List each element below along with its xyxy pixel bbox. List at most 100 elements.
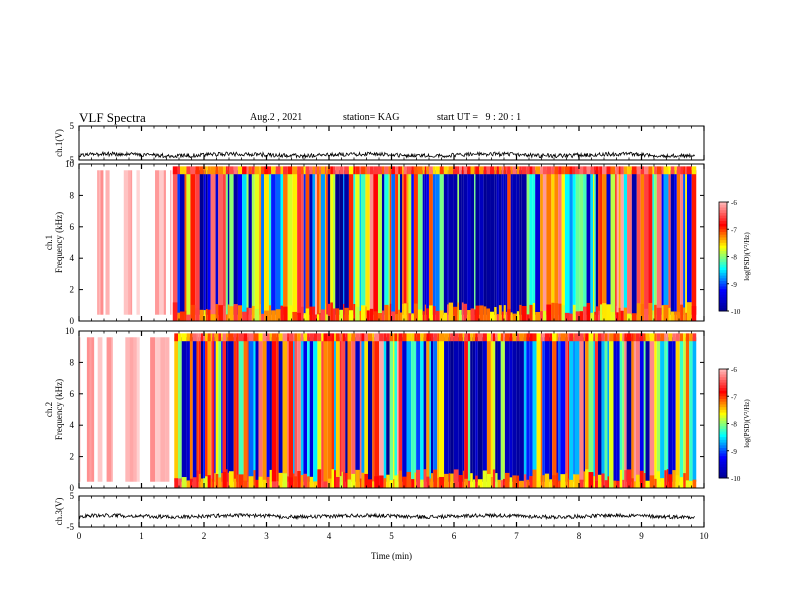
spectrogram-column: [105, 170, 110, 315]
spectrogram-low-band: [597, 474, 602, 488]
spectrogram-column: [253, 337, 256, 482]
y-tick-label: 0: [70, 483, 75, 493]
spectrogram-low-band: [464, 478, 468, 488]
x-tick-label: 3: [264, 531, 269, 541]
spectrogram-column: [462, 337, 465, 482]
spectrogram-low-band: [593, 476, 595, 488]
spectrogram-high-band: [402, 166, 404, 175]
spectrogram-low-band: [253, 470, 256, 488]
spectrogram-high-band: [573, 333, 575, 342]
spectrogram-high-band: [448, 333, 451, 342]
spectrogram-column: [664, 337, 667, 482]
spectrogram-column: [373, 170, 378, 315]
colorbar-cell: [719, 237, 727, 241]
spectrogram-high-band: [205, 166, 208, 175]
spectrogram-column: [561, 170, 565, 315]
spectrogram-column: [640, 170, 645, 315]
spectrogram-low-band: [259, 304, 262, 321]
spectrogram-low-band: [601, 473, 605, 488]
spectrogram-low-band: [361, 472, 365, 488]
spectrogram-column: [177, 337, 182, 482]
colorbar-cell: [719, 242, 727, 247]
spectrogram-high-band: [583, 166, 587, 175]
spectrogram-high-band: [383, 333, 387, 342]
spectrogram-column: [190, 170, 196, 315]
spectrogram-high-band: [323, 333, 328, 342]
spectrogram-column: [544, 337, 550, 482]
spectrogram-low-band: [554, 303, 559, 321]
spectrogram-column: [679, 337, 684, 482]
spectrogram-low-band: [393, 479, 395, 488]
spectrogram-high-band: [463, 166, 468, 175]
spectrogram-high-band: [546, 166, 552, 175]
spectrogram-column: [341, 337, 344, 482]
spectrogram-low-band: [639, 470, 644, 488]
spectrogram-column: [472, 337, 476, 482]
spectrogram-high-band: [536, 333, 541, 342]
spectrogram-column: [444, 337, 449, 482]
colorbar-cell: [719, 401, 727, 405]
spectrogram-high-band: [631, 333, 634, 342]
colorbar-cell: [719, 240, 727, 244]
colorbar-cell: [719, 212, 727, 217]
spectrogram-low-band: [422, 311, 425, 321]
spectrogram-high-band: [254, 166, 260, 175]
spectrogram-column: [683, 337, 686, 482]
spectrogram-low-band: [262, 479, 267, 488]
spectrogram-low-band: [251, 305, 255, 321]
spectrogram-high-band: [246, 166, 249, 175]
spectrogram-low-band: [604, 480, 608, 488]
spectrogram-low-band: [521, 305, 527, 321]
spectrogram-high-band: [549, 333, 553, 342]
spectrogram-high-band: [287, 166, 293, 175]
spectrogram-low-band: [567, 478, 570, 488]
spectrogram-column: [309, 337, 314, 482]
spectrogram-high-band: [679, 333, 684, 342]
spectrogram-low-band: [532, 302, 536, 321]
spectrogram-low-band: [367, 479, 373, 488]
colorbar-cell: [719, 251, 727, 255]
spectrogram-low-band: [365, 306, 367, 321]
spectrogram-column: [635, 337, 640, 482]
spectrogram-column: [136, 337, 140, 482]
spectrogram-high-band: [558, 333, 561, 342]
spectrogram-column: [575, 170, 580, 315]
spectrogram-low-band: [529, 476, 533, 488]
spectrogram-low-band: [398, 470, 403, 488]
spectrogram-column: [222, 337, 227, 482]
spectrogram-column: [297, 337, 301, 482]
spectrogram-high-band: [355, 166, 360, 175]
spectrogram-column: [222, 170, 226, 315]
spectrogram-low-band: [330, 302, 333, 321]
y-tick-label: -5: [67, 155, 75, 165]
spectrogram-high-band: [335, 333, 340, 342]
spectrogram-column: [416, 337, 421, 482]
colorbar-label: log(PSD)(V²/Hz): [743, 399, 751, 448]
spectrogram-column: [268, 170, 272, 315]
spectrogram-column: [100, 170, 104, 315]
spectrogram-column: [255, 337, 259, 482]
spectrogram-high-band: [498, 166, 502, 175]
spectrogram-column: [156, 337, 161, 482]
spectrogram-high-band: [564, 166, 570, 175]
spectrogram-column: [546, 170, 552, 315]
spectrogram-high-band: [174, 333, 178, 342]
spectrogram-low-band: [332, 308, 336, 321]
spectrogram-low-band: [546, 304, 552, 321]
spectrogram-high-band: [607, 333, 610, 342]
spectrogram-column: [377, 170, 382, 315]
spectrogram-high-band: [344, 166, 349, 175]
colorbar-cell: [719, 270, 727, 274]
spectrogram-high-band: [457, 166, 460, 175]
spectrogram-low-band: [542, 310, 547, 321]
spectrogram-high-band: [575, 166, 580, 175]
spectrogram-column: [91, 337, 95, 482]
spectrogram-high-band: [627, 166, 632, 175]
spectrogram-column: [631, 337, 634, 482]
spectrogram-high-band: [556, 333, 559, 342]
spectrogram-high-band: [590, 166, 593, 175]
spectrogram-column: [327, 170, 331, 315]
spectrogram-high-band: [616, 166, 619, 175]
spectrogram-low-band: [195, 308, 200, 321]
spectrogram-low-band: [198, 473, 201, 488]
